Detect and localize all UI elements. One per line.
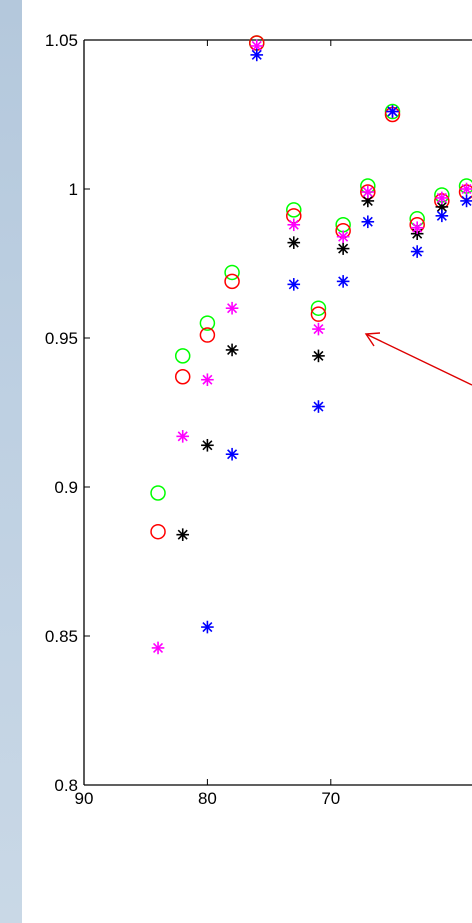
data-point-blue-asterisk [336, 275, 350, 288]
data-point-black-asterisk [361, 194, 375, 208]
data-point-black-asterisk [201, 438, 214, 452]
data-point-blue-asterisk [361, 215, 375, 229]
annotation [364, 332, 472, 386]
y-tick-label: 1.05 [45, 31, 78, 50]
data-point-black-asterisk [312, 349, 325, 363]
data-point-magenta-asterisk [312, 322, 325, 336]
data-point-blue-asterisk [386, 105, 399, 118]
data-point-blue-asterisk [460, 194, 472, 208]
x-tick-label: 90 [75, 789, 94, 808]
data-point-black-asterisk [287, 236, 301, 249]
data-point-blue-asterisk [250, 48, 264, 62]
y-tick-label: 0.95 [45, 329, 78, 348]
data-point-magenta-asterisk [287, 218, 301, 232]
data-point-blue-asterisk [312, 400, 325, 413]
data-point-black-asterisk [336, 242, 350, 255]
data-point-blue-asterisk [201, 620, 214, 634]
data-point-red-circle [150, 523, 166, 540]
y-tick-label: 1 [69, 180, 78, 199]
data-point-magenta-asterisk [225, 301, 239, 315]
y-tick-label: 0.85 [45, 627, 78, 646]
data-point-magenta-asterisk [201, 373, 214, 387]
data-point-red-circle [310, 306, 327, 322]
data-point-green-circle [286, 202, 302, 218]
data-point-red-circle [224, 273, 240, 290]
data-point-green-circle [224, 264, 240, 281]
y-tick-label: 0.8 [54, 776, 78, 795]
data-point-green-circle [310, 300, 327, 316]
y-tick-label: 0.9 [54, 478, 78, 497]
x-tick-label: 70 [321, 789, 340, 808]
axis-ticks: 0.8 0.85 0.9 0.95 1 1.05 90 80 70 [45, 31, 340, 808]
data-point-magenta-asterisk [460, 182, 472, 196]
data-point-magenta-asterisk [176, 430, 190, 443]
data-point-red-circle [199, 327, 216, 343]
data-point-blue-asterisk [410, 245, 424, 258]
data-marks [150, 35, 472, 655]
data-point-magenta-asterisk [151, 641, 165, 655]
data-point-black-asterisk [176, 528, 190, 541]
annotation-arrow-line [365, 333, 472, 386]
data-point-magenta-asterisk [361, 185, 375, 199]
data-point-blue-asterisk [435, 209, 449, 223]
data-point-green-circle [150, 485, 166, 501]
axes [83, 39, 472, 786]
x-tick-label: 80 [198, 789, 217, 808]
data-point-green-circle [174, 348, 191, 364]
figure-canvas [22, 0, 472, 923]
data-point-green-circle [199, 315, 216, 331]
data-point-blue-asterisk [287, 278, 301, 291]
data-point-red-circle [174, 368, 191, 385]
data-point-magenta-asterisk [435, 191, 449, 205]
data-point-black-asterisk [225, 343, 239, 357]
data-point-blue-asterisk [225, 447, 239, 461]
data-point-magenta-asterisk [410, 221, 424, 235]
data-point-magenta-asterisk [336, 230, 350, 243]
annotation-arrow-head [364, 332, 381, 347]
